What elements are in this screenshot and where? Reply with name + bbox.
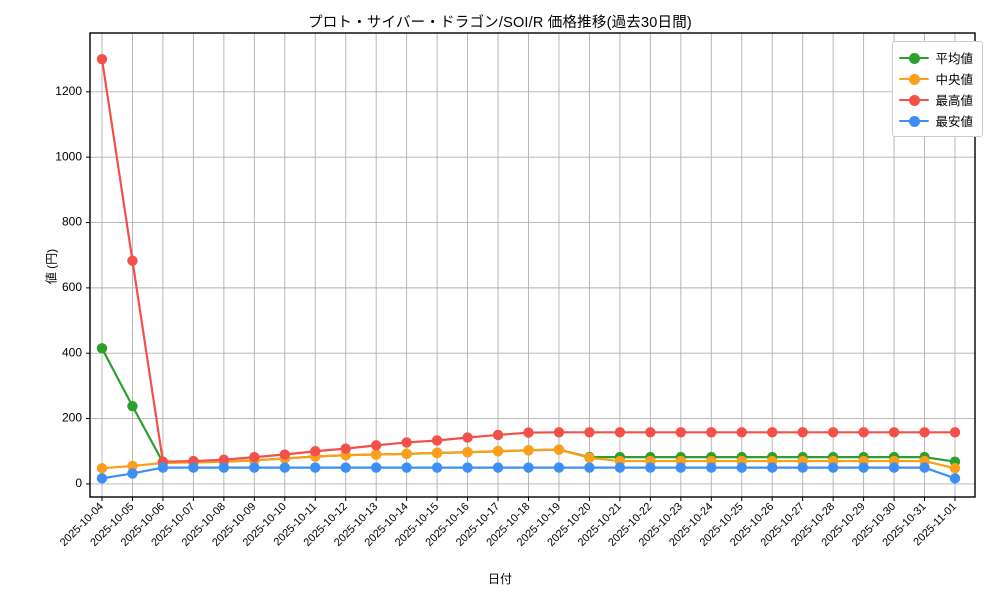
data-point [797,462,808,473]
data-point [706,462,717,473]
data-point [310,446,321,457]
data-point [584,452,595,463]
data-point [767,427,778,438]
data-point [858,462,869,473]
y-tick-label: 1000 [55,149,82,163]
legend-label: 最高値 [935,94,973,108]
data-point [96,473,108,484]
data-point [127,400,138,412]
legend-marker-icon [899,93,930,107]
data-point [553,427,565,438]
y-tick-label: 1200 [55,84,82,98]
data-point [523,462,534,473]
data-point [310,462,321,473]
data-point [279,449,290,460]
data-point [96,53,108,65]
data-point [492,429,504,441]
data-point [858,427,869,438]
data-point [462,447,473,458]
data-point [827,427,839,438]
data-point [370,449,382,460]
data-point [370,462,382,473]
legend-marker-icon [899,72,930,86]
legend-item-0[interactable]: 平均値 [899,47,973,68]
chart-title: プロト・サイバー・ドラゴン/SOI/R 価格推移(過去30日間) [308,15,692,31]
data-point [127,468,138,479]
data-point [797,427,808,438]
data-point [553,444,565,455]
legend-label: 中央値 [935,73,973,87]
data-point [523,427,534,438]
legend-marker-icon [899,114,930,128]
data-point [127,255,138,266]
data-point [919,462,930,473]
chart-legend: 平均値中央値最高値最安値 [892,41,983,137]
data-point [949,463,961,474]
data-point [584,427,595,438]
data-point [645,462,656,473]
data-point [401,448,412,460]
data-point [888,462,900,473]
legend-label: 最安値 [935,115,973,129]
data-point [888,427,900,438]
data-point [249,451,260,463]
y-tick-label: 600 [62,280,82,294]
data-point [949,427,961,438]
data-point [218,462,230,473]
data-point [127,460,138,472]
legend-marker-icon [899,51,930,65]
data-point [675,462,687,473]
y-tick-label: 200 [62,411,82,425]
data-point [431,435,443,446]
data-point [188,462,199,473]
data-point [431,462,443,473]
data-point [553,462,565,473]
data-point [706,427,717,438]
y-tick-label: 400 [62,345,82,359]
data-point [462,462,473,473]
legend-item-2[interactable]: 最高値 [899,89,973,110]
x-axis-label: 日付 [487,572,512,586]
data-point [218,454,230,465]
data-point [279,462,290,473]
data-point [492,462,504,473]
data-point [96,343,108,354]
data-point [462,432,473,443]
data-point [523,445,534,456]
data-point [96,463,108,474]
legend-item-1[interactable]: 中央値 [899,68,973,89]
y-tick-label: 800 [62,215,82,229]
data-point [827,462,839,473]
data-point [614,462,626,473]
data-point [645,427,656,438]
data-point [675,427,687,438]
data-point [431,447,443,459]
y-tick-label: 0 [75,476,82,490]
data-point [492,446,504,457]
legend-item-3[interactable]: 最安値 [899,110,973,131]
data-point [949,473,961,484]
data-point [584,462,595,473]
data-point [614,427,626,438]
data-point [340,462,351,473]
data-point [249,462,260,473]
data-point [401,462,412,473]
data-point [401,437,412,448]
legend-label: 平均値 [935,52,973,66]
data-point [157,462,169,473]
data-point [767,462,778,473]
data-point [919,427,930,438]
data-point [736,427,747,438]
data-point [340,443,351,454]
data-point [370,440,382,451]
data-point [736,462,747,473]
